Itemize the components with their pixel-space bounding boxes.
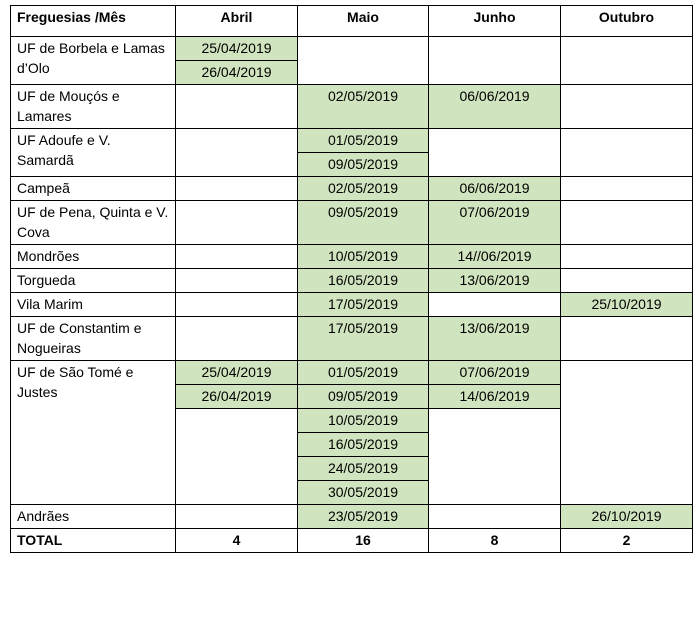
schedule-table: Freguesias /Mês Abril Maio Junho Outubro UF … xyxy=(10,5,693,553)
total-label: TOTAL xyxy=(10,528,176,553)
date-cell: 26/04/2019 xyxy=(175,60,298,85)
date-cell: 07/06/2019 xyxy=(428,200,561,245)
table-row: Torgueda 16/05/2019 13/06/2019 xyxy=(10,268,693,293)
parish-name: UF de Borbela e Lamas d’Olo xyxy=(10,36,176,85)
empty-cell xyxy=(560,200,693,245)
table-row: UF de Borbela e Lamas d’Olo 25/04/2019 xyxy=(10,36,693,85)
empty-cell xyxy=(428,408,561,505)
date-cell: 02/05/2019 xyxy=(297,84,429,129)
date-cell: 24/05/2019 xyxy=(297,456,429,481)
column-header: Outubro xyxy=(560,5,693,37)
empty-cell xyxy=(175,128,298,177)
parish-name: Campeã xyxy=(10,176,176,201)
total-value: 2 xyxy=(560,528,693,553)
table-row: UF de Mouçós e Lamares 02/05/2019 06/06/20… xyxy=(10,84,693,129)
date-cell: 26/04/2019 xyxy=(175,384,298,409)
total-value: 16 xyxy=(297,528,429,553)
parish-name: Vila Marim xyxy=(10,292,176,317)
total-value: 4 xyxy=(175,528,298,553)
table-row: 16/05/2019 xyxy=(11,432,693,457)
table-row: Campeã 02/05/2019 06/06/2019 xyxy=(10,176,693,201)
empty-cell xyxy=(175,292,298,317)
empty-cell xyxy=(428,128,561,177)
date-cell: 26/10/2019 xyxy=(560,504,693,529)
empty-cell xyxy=(560,36,693,85)
empty-cell xyxy=(560,268,693,293)
table-row: 26/04/2019 09/05/2019 14/06/2019 xyxy=(11,384,693,409)
total-row: TOTAL 4 16 8 2 xyxy=(10,528,693,553)
table-row: 24/05/2019 xyxy=(11,456,693,481)
empty-cell xyxy=(428,292,561,317)
parish-name: UF de Pena, Quinta e V. Cova xyxy=(10,200,176,245)
empty-cell xyxy=(175,84,298,129)
date-cell: 02/05/2019 xyxy=(297,176,429,201)
parish-name: Andrães xyxy=(10,504,176,529)
date-cell: 23/05/2019 xyxy=(297,504,429,529)
date-cell: 10/05/2019 xyxy=(297,408,429,433)
column-header: Abril xyxy=(175,5,298,37)
parish-name: UF Adoufe e V. Samardã xyxy=(10,128,176,177)
date-cell: 07/06/2019 xyxy=(428,360,561,385)
table-row: 26/04/2019 xyxy=(11,60,693,85)
empty-cell xyxy=(175,268,298,293)
date-cell: 01/05/2019 xyxy=(297,360,429,385)
empty-cell xyxy=(428,504,561,529)
date-cell: 09/05/2019 xyxy=(297,384,429,409)
date-cell: 17/05/2019 xyxy=(297,316,429,361)
empty-cell xyxy=(175,244,298,269)
column-header: Maio xyxy=(297,5,429,37)
empty-cell xyxy=(297,36,429,85)
parish-name: UF de Mouçós e Lamares xyxy=(10,84,176,129)
table-row: Andrães 23/05/2019 26/10/2019 xyxy=(10,504,693,529)
date-cell: 16/05/2019 xyxy=(297,268,429,293)
date-cell: 16/05/2019 xyxy=(297,432,429,457)
date-cell: 06/06/2019 xyxy=(428,176,561,201)
table-row: 10/05/2019 xyxy=(11,408,693,505)
table-row: UF de Constantim e Nogueiras 17/05/2019 13… xyxy=(10,316,693,361)
date-cell: 01/05/2019 xyxy=(297,128,429,153)
column-header: Freguesias /Mês xyxy=(10,5,176,37)
table-row: Mondrões 10/05/2019 14//06/2019 xyxy=(10,244,693,269)
empty-cell xyxy=(560,316,693,361)
date-cell: 25/10/2019 xyxy=(560,292,693,317)
date-cell: 30/05/2019 xyxy=(297,480,429,505)
table-row: UF de São Tomé e Justes 25/04/2019 01/05/2… xyxy=(10,360,693,505)
empty-cell xyxy=(560,176,693,201)
table-row: Vila Marim 17/05/2019 25/10/2019 xyxy=(10,292,693,317)
empty-cell xyxy=(175,176,298,201)
date-cell: 13/06/2019 xyxy=(428,316,561,361)
date-cell: 14/06/2019 xyxy=(428,384,561,409)
empty-cell xyxy=(175,408,298,505)
date-cell: 25/04/2019 xyxy=(175,360,298,385)
date-cell: 09/05/2019 xyxy=(297,152,429,177)
parish-name: Torgueda xyxy=(10,268,176,293)
date-cell: 25/04/2019 xyxy=(175,36,298,61)
table-row: UF Adoufe e V. Samardã 01/05/2019 xyxy=(10,128,693,177)
empty-cell xyxy=(560,128,693,177)
empty-cell xyxy=(175,200,298,245)
empty-cell xyxy=(175,504,298,529)
date-cell: 10/05/2019 xyxy=(297,244,429,269)
date-cell: 09/05/2019 xyxy=(297,200,429,245)
column-header: Junho xyxy=(428,5,561,37)
total-value: 8 xyxy=(428,528,561,553)
parish-name: UF de Constantim e Nogueiras xyxy=(10,316,176,361)
parish-name: Mondrões xyxy=(10,244,176,269)
header-row: Freguesias /Mês Abril Maio Junho Outubro xyxy=(10,5,693,37)
table-body: UF de Borbela e Lamas d’Olo 25/04/2019 26/… xyxy=(10,36,693,553)
date-cell: 06/06/2019 xyxy=(428,84,561,129)
date-cell: 14//06/2019 xyxy=(428,244,561,269)
empty-cell xyxy=(560,84,693,129)
empty-cell xyxy=(560,360,693,505)
empty-cell xyxy=(560,244,693,269)
parish-name: UF de São Tomé e Justes xyxy=(10,360,176,505)
table-row: UF de Pena, Quinta e V. Cova 09/05/2019 07… xyxy=(10,200,693,245)
empty-cell xyxy=(175,316,298,361)
table-row: 30/05/2019 xyxy=(11,480,693,505)
date-cell: 17/05/2019 xyxy=(297,292,429,317)
date-cell: 13/06/2019 xyxy=(428,268,561,293)
empty-cell xyxy=(428,36,561,85)
